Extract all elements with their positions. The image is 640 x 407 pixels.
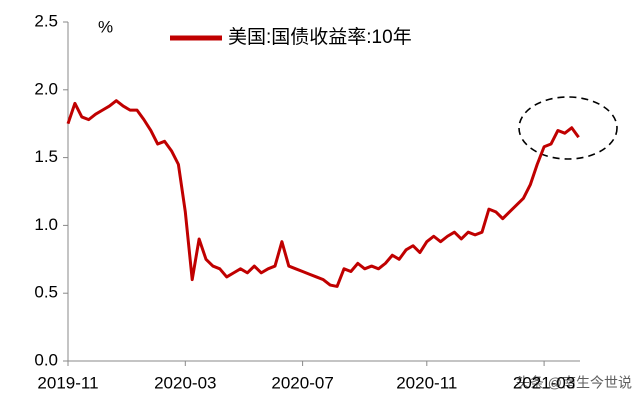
watermark: 头条 @南生今世说 — [516, 375, 632, 391]
x-tick-label: 2020-03 — [154, 373, 216, 392]
y-tick-label: 2.0 — [34, 79, 58, 98]
highlight-ellipse — [518, 96, 618, 160]
y-tick-label: 2.5 — [34, 11, 58, 30]
y-unit: % — [98, 17, 113, 36]
y-tick-label: 0.0 — [34, 350, 58, 369]
x-tick-label: 2020-11 — [396, 373, 457, 392]
x-tick-label: 2019-11 — [37, 373, 98, 392]
legend-label: 美国:国债收益率:10年 — [228, 26, 412, 48]
y-tick-label: 0.5 — [34, 283, 58, 302]
series-line — [66, 99, 580, 288]
y-tick-label: 1.0 — [34, 215, 58, 234]
x-tick-label: 2020-07 — [271, 373, 333, 392]
x-tick-label: 2021-03 — [513, 373, 575, 392]
y-tick-label: 1.5 — [34, 147, 58, 166]
